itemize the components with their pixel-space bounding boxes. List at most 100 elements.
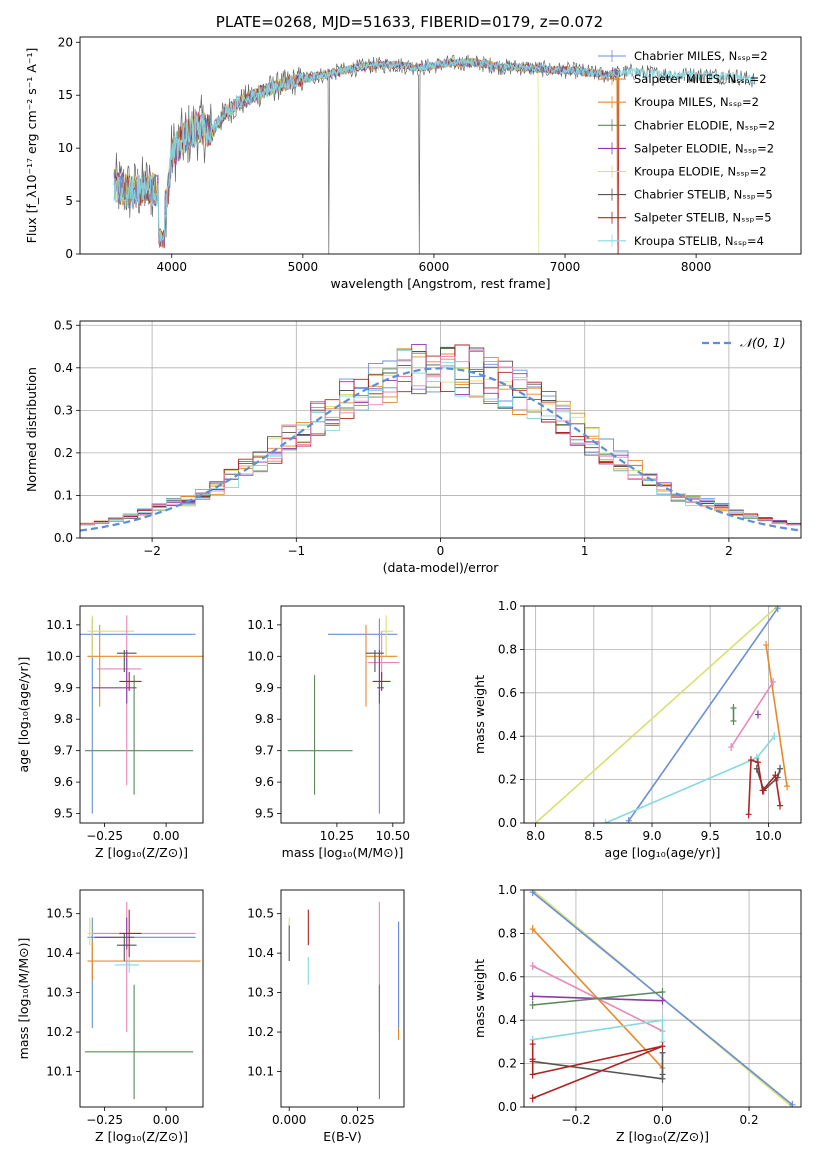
x-tick-label: 0.2 <box>740 1113 759 1127</box>
x-tick-label: 0 <box>437 544 445 558</box>
x-tick-label: 9.0 <box>642 829 661 843</box>
y-tick-label: 0.0 <box>498 1100 517 1114</box>
weight-marker <box>659 996 666 1005</box>
age-vs-Z-panel: −0.25 0.00 9.5 9.6 9.7 9.8 9.9 10.0 10.1 Z [log₁₀… <box>16 605 204 860</box>
y-tick-label: 0.6 <box>498 970 517 984</box>
y-tick-label: 15 <box>58 88 73 102</box>
x-tick-label: 0.000 <box>272 1113 306 1127</box>
y-tick-label: 10.0 <box>46 649 73 663</box>
weight-line <box>532 991 663 1006</box>
x-axis-label: Z [log₁₀(Z/Z⊙)] <box>616 1129 709 1144</box>
y-tick-label: 0.2 <box>498 773 517 787</box>
age-vs-mass-points <box>287 615 400 814</box>
mass-vs-ebv-points <box>288 901 400 1100</box>
y-tick-label: 0.6 <box>498 686 517 700</box>
weight-line <box>532 1019 664 1042</box>
legend-entry: 𝒩(0, 1) <box>740 335 786 350</box>
y-tick-label: 10.5 <box>46 907 73 921</box>
histogram-steps <box>80 343 801 532</box>
weight-marker <box>529 1040 536 1049</box>
y-tick-label: 9.5 <box>54 807 73 821</box>
y-tick-label: 5 <box>65 194 73 208</box>
x-tick-label: 0.00 <box>153 1113 180 1127</box>
y-tick-label: 0.5 <box>54 318 73 332</box>
axes-frame <box>280 605 405 824</box>
x-tick-label: −2 <box>143 544 161 558</box>
x-tick-label: 9.5 <box>701 829 720 843</box>
y-tick-label: 9.7 <box>255 744 274 758</box>
weight-marker <box>754 710 761 719</box>
y-tick-label: 10.1 <box>247 618 274 632</box>
x-tick-label: 0.025 <box>340 1113 374 1127</box>
y-tick-label: 10.1 <box>247 1064 274 1078</box>
weight-marker <box>529 1094 536 1103</box>
weight-marker <box>771 732 778 741</box>
y-axis-label: mass weight <box>472 675 487 754</box>
legend-entry: Salpeter ELODIE, Nₛₛₚ=2 <box>634 141 774 155</box>
x-tick-label: 8.5 <box>584 829 603 843</box>
x-tick-label: 0.0 <box>653 1113 672 1127</box>
weight-marker <box>659 1042 666 1051</box>
y-tick-label: 0.8 <box>498 926 517 940</box>
weight-marker <box>659 1070 666 1079</box>
y-axis-label: Flux [f_λ10⁻¹⁷ erg cm⁻² s⁻¹ A⁻¹] <box>24 48 39 244</box>
weight-marker <box>763 641 770 650</box>
weight-marker <box>774 606 781 613</box>
y-tick-label: 10.3 <box>46 986 73 1000</box>
x-tick-label: 8000 <box>681 260 712 274</box>
weight-marker <box>730 703 737 712</box>
weight-marker <box>659 987 666 996</box>
x-tick-label: −0.25 <box>86 1113 123 1127</box>
spectrum-legend: Chabrier MILES, Nₛₛₚ=2 Salpeter MILES, Nₛ… <box>598 49 775 248</box>
legend-entry: Chabrier STELIB, Nₛₛₚ=5 <box>634 188 773 202</box>
axes-frame <box>523 889 802 1108</box>
y-axis-label: Normed distribution <box>24 367 39 492</box>
x-axis-label: Z [log₁₀(Z/Z⊙)] <box>95 1129 188 1144</box>
legend-entry: Kroupa MILES, Nₛₛₚ=2 <box>634 95 759 109</box>
weight-marker <box>770 677 777 686</box>
age-vs-mass-panel: 10.25 10.50 9.5 9.6 9.7 9.8 9.9 10.0 10.1 mass [l… <box>247 605 410 860</box>
mass-vs-Z-points <box>84 901 201 1100</box>
axes-frame <box>79 889 204 1108</box>
spectrum-series-krou_stelib <box>113 57 756 242</box>
x-tick-label: 6000 <box>419 260 450 274</box>
legend-entry: Salpeter STELIB, Nₛₛₚ=5 <box>634 211 772 225</box>
x-tick-label: −0.2 <box>561 1113 590 1127</box>
y-tick-label: 0.4 <box>54 361 73 375</box>
weight-marker <box>529 925 536 934</box>
weight-marker <box>529 1070 536 1079</box>
weight-marker <box>754 758 761 767</box>
y-tick-label: 10 <box>58 141 73 155</box>
x-axis-label: age [log₁₀(age/yr)] <box>605 845 721 860</box>
x-tick-label: 2 <box>725 544 733 558</box>
y-axis-label: mass [log₁₀(M/M⊙)] <box>16 938 31 1060</box>
age-vs-Z-points <box>80 615 203 814</box>
y-tick-label: 9.5 <box>255 807 274 821</box>
x-tick-label: 10.50 <box>376 829 410 843</box>
x-tick-label: 7000 <box>550 260 581 274</box>
y-tick-label: 9.8 <box>54 712 73 726</box>
y-tick-label: 10.4 <box>46 946 73 960</box>
axes-frame <box>523 605 802 824</box>
histogram-pink <box>80 349 801 528</box>
weight-vs-Z-panel: −0.2 0.0 0.2 0.0 0.2 0.4 0.6 0.8 1.0 Z [log₁₀(Z/Z… <box>472 883 802 1144</box>
mass-vs-Z-panel: −0.25 0.00 10.1 10.2 10.3 10.4 10.5 Z [log₁₀(Z/… <box>16 889 204 1144</box>
y-tick-label: 1.0 <box>498 599 517 613</box>
y-tick-label: 9.9 <box>54 681 73 695</box>
weight-marker <box>730 717 737 726</box>
weight-marker <box>532 819 539 823</box>
spectrum-lines <box>113 54 756 254</box>
x-tick-label: 8.0 <box>526 829 545 843</box>
y-tick-label: 10.5 <box>247 907 274 921</box>
x-tick-label: −1 <box>287 544 305 558</box>
weight-vs-age-lines <box>532 606 791 823</box>
figure-title: PLATE=0268, MJD=51633, FIBERID=0179, z=0… <box>215 13 604 31</box>
y-tick-label: 10.1 <box>46 1064 73 1078</box>
x-tick-label: 1 <box>581 544 589 558</box>
y-tick-label: 0.3 <box>54 403 73 417</box>
y-tick-label: 0.1 <box>54 488 73 502</box>
weight-marker <box>753 753 760 762</box>
weight-marker <box>759 786 766 795</box>
x-tick-label: −0.25 <box>86 829 123 843</box>
y-tick-label: 1.0 <box>498 883 517 897</box>
